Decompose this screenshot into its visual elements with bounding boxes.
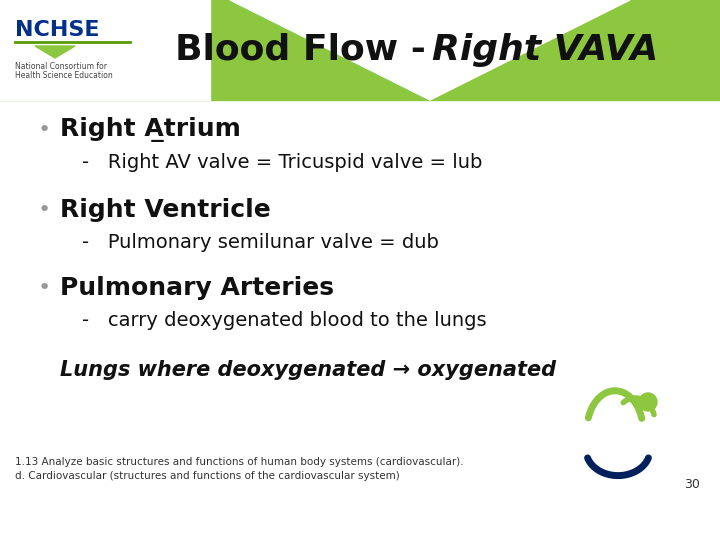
Text: -   Right AV valve = Tricuspid valve = lub: - Right AV valve = Tricuspid valve = lub bbox=[82, 153, 482, 172]
Text: -   carry deoxygenated blood to the lungs: - carry deoxygenated blood to the lungs bbox=[82, 310, 487, 329]
Polygon shape bbox=[230, 0, 630, 100]
Text: NCHSE: NCHSE bbox=[15, 20, 99, 40]
Text: 1.13 Analyze basic structures and functions of human body systems (cardiovascula: 1.13 Analyze basic structures and functi… bbox=[15, 457, 464, 467]
Text: •: • bbox=[38, 278, 51, 298]
Text: National Consortium for: National Consortium for bbox=[15, 62, 107, 71]
Circle shape bbox=[639, 393, 657, 411]
Text: Right A̲trium: Right A̲trium bbox=[60, 118, 241, 143]
Text: Blood Flow -: Blood Flow - bbox=[175, 33, 438, 67]
Polygon shape bbox=[35, 46, 75, 58]
Text: 30: 30 bbox=[684, 478, 700, 491]
Text: Health Science Education: Health Science Education bbox=[15, 71, 113, 80]
Text: d. Cardiovascular (structures and functions of the cardiovascular system): d. Cardiovascular (structures and functi… bbox=[15, 471, 400, 481]
Polygon shape bbox=[0, 0, 210, 100]
Text: -   Pulmonary semilunar valve = dub: - Pulmonary semilunar valve = dub bbox=[82, 233, 439, 252]
Text: Right VAVA: Right VAVA bbox=[432, 33, 658, 67]
Text: •: • bbox=[38, 200, 51, 220]
Polygon shape bbox=[0, 0, 720, 100]
Text: Pulmonary Arteries: Pulmonary Arteries bbox=[60, 276, 334, 300]
Text: •: • bbox=[38, 120, 51, 140]
Text: Lungs where deoxygenated → oxygenated: Lungs where deoxygenated → oxygenated bbox=[60, 360, 556, 380]
Text: Right Ventricle: Right Ventricle bbox=[60, 198, 271, 222]
